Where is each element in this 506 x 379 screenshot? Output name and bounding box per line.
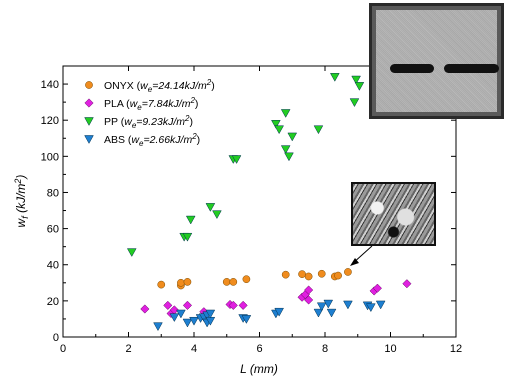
legend-marker — [84, 98, 94, 108]
data-point — [182, 318, 193, 328]
data-point — [182, 232, 193, 242]
data-point — [344, 268, 352, 276]
data-point — [316, 302, 327, 312]
series-3 — [153, 299, 386, 332]
data-point — [402, 279, 412, 289]
data-point — [182, 300, 193, 310]
data-point — [189, 316, 199, 326]
notched-specimen-photo — [369, 3, 504, 119]
data-point — [287, 132, 298, 142]
data-point — [274, 125, 284, 135]
data-point — [177, 278, 185, 287]
data-point — [280, 145, 291, 155]
data-point — [304, 295, 314, 305]
y-tick-label: 0 — [53, 332, 59, 344]
data-point — [274, 307, 284, 317]
data-point — [241, 315, 252, 324]
notch-right — [444, 64, 499, 73]
y-tick-label: 100 — [41, 151, 59, 163]
data-point — [326, 308, 337, 318]
annotation-arrowhead — [350, 258, 359, 266]
legend-marker — [85, 81, 93, 89]
legend-entry: ABS (we=2.66kJ/m2) — [104, 132, 200, 148]
data-point — [242, 275, 251, 284]
y-tick-label: 20 — [47, 296, 59, 308]
legend-entry: PP (we=9.23kJ/m2) — [104, 114, 193, 130]
data-point — [176, 309, 186, 319]
data-point — [343, 300, 353, 310]
data-point — [212, 210, 222, 220]
legend-marker — [84, 135, 94, 144]
x-axis-title: L (mm) — [240, 362, 278, 376]
y-tick-label: 140 — [41, 79, 59, 91]
y-axis-title: wf (kJ/m2) — [13, 175, 30, 228]
legend: ONYX (we=24.14kJ/m2) PLA (we=7.84kJ/m2) PP… — [84, 78, 215, 148]
y-tick-label: 60 — [47, 224, 59, 236]
series-2 — [126, 73, 365, 258]
data-point — [271, 120, 281, 129]
x-tick-label: 12 — [450, 343, 462, 355]
data-point — [205, 309, 216, 319]
x-tick-label: 4 — [191, 343, 197, 355]
data-point — [313, 308, 324, 318]
fracture-surface-micrograph — [351, 182, 436, 246]
data-point — [304, 285, 314, 295]
data-point — [238, 300, 248, 310]
data-point — [169, 313, 180, 323]
data-point — [313, 125, 324, 135]
y-tick-label: 40 — [47, 260, 59, 272]
y-tick-label: 120 — [41, 115, 59, 127]
data-point — [351, 75, 361, 85]
data-point — [231, 155, 242, 164]
legend-entry: PLA (we=7.84kJ/m2) — [104, 96, 198, 112]
data-point — [375, 300, 386, 310]
data-point — [366, 303, 376, 313]
x-tick-label: 0 — [60, 343, 66, 355]
data-point — [330, 73, 340, 82]
notch-left — [390, 64, 434, 73]
y-tick-label: 80 — [47, 187, 59, 199]
data-point — [163, 300, 173, 310]
data-point — [280, 109, 291, 118]
data-point — [140, 304, 150, 314]
data-point — [284, 152, 294, 162]
series-0 — [157, 268, 352, 290]
data-point — [153, 322, 163, 332]
x-tick-label: 2 — [125, 343, 131, 355]
data-point — [334, 271, 342, 280]
data-point — [183, 278, 192, 286]
data-point — [228, 300, 238, 310]
data-point — [354, 82, 365, 91]
plot-layer — [126, 73, 412, 332]
legend-marker — [84, 117, 94, 126]
x-tick-label: 10 — [384, 343, 396, 355]
data-point — [157, 280, 166, 289]
data-point — [229, 278, 238, 286]
data-point — [372, 283, 382, 293]
data-point — [281, 270, 290, 279]
data-point — [349, 98, 360, 108]
data-point — [298, 270, 306, 278]
data-point — [317, 269, 326, 278]
x-tick-label: 6 — [256, 343, 262, 355]
data-point — [304, 272, 313, 281]
x-tick-label: 8 — [322, 343, 328, 355]
data-point — [126, 248, 137, 258]
data-point — [222, 278, 231, 286]
data-point — [185, 215, 196, 225]
data-point — [323, 299, 334, 309]
legend-entry: ONYX (we=24.14kJ/m2) — [104, 78, 215, 94]
data-point — [205, 203, 216, 212]
